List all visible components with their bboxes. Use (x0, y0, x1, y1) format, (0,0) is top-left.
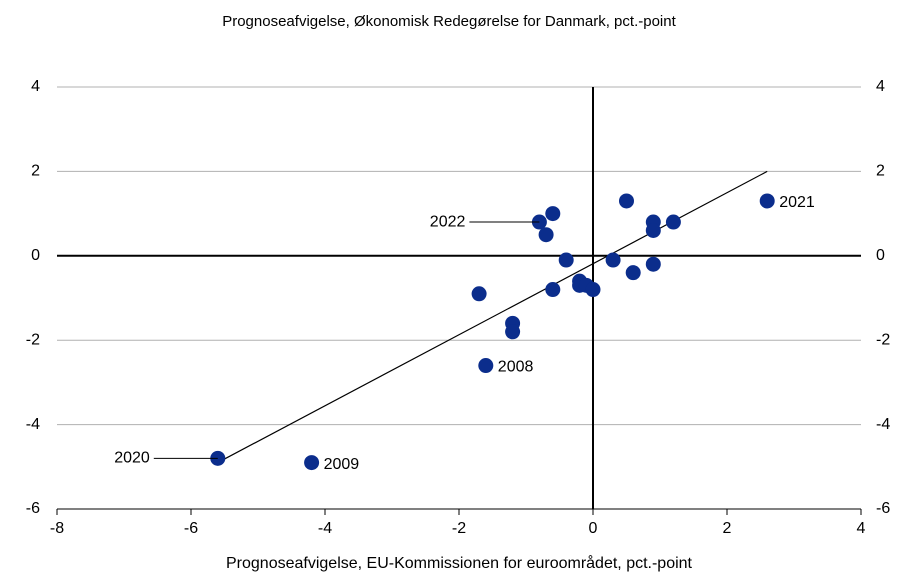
point-label: 2009 (324, 456, 360, 473)
y-tick-label: -4 (26, 416, 40, 433)
y-tick-label: -6 (26, 500, 40, 517)
point (304, 455, 320, 471)
point (545, 282, 561, 298)
trend-line (217, 170, 768, 464)
chart-title: Prognoseafvigelse, Økonomisk Redegørelse… (222, 13, 676, 30)
y2-tick-label: 0 (876, 247, 885, 264)
y2-tick-label: 4 (876, 78, 885, 95)
y-tick-label: -2 (26, 331, 40, 348)
point (619, 193, 634, 209)
x-tick-label: 4 (857, 520, 866, 537)
point (558, 252, 574, 268)
x-axis-label: Prognoseafvigelse, EU-Kommissionen for e… (226, 554, 693, 572)
x-tick-label: 2 (723, 520, 732, 537)
y2-tick-label: 2 (876, 163, 885, 180)
point (545, 206, 561, 222)
y-tick-label: 4 (31, 78, 40, 95)
y2-tick-label: -2 (876, 331, 890, 348)
x-tick-label: -8 (50, 520, 64, 537)
point (645, 256, 661, 272)
x-tick-label: -6 (184, 520, 198, 537)
point-label: 2008 (498, 359, 534, 376)
y-tick-label: 0 (31, 247, 40, 264)
x-tick-label: -4 (318, 520, 332, 537)
point (538, 227, 554, 243)
point-label: 2022 (430, 213, 466, 230)
point (585, 282, 601, 298)
x-tick-label: 0 (589, 520, 598, 537)
y2-tick-label: -4 (876, 416, 890, 433)
point (605, 252, 621, 268)
point (471, 286, 487, 302)
y-tick-label: 2 (31, 163, 40, 180)
point (505, 324, 521, 340)
x-tick-label: -2 (452, 520, 466, 537)
point (478, 358, 494, 374)
point-label: 2020 (114, 450, 150, 467)
point (759, 193, 775, 209)
point (625, 265, 641, 281)
point (665, 214, 681, 230)
point (645, 222, 661, 238)
y2-tick-label: -6 (876, 500, 890, 517)
point-label: 2021 (779, 194, 815, 211)
